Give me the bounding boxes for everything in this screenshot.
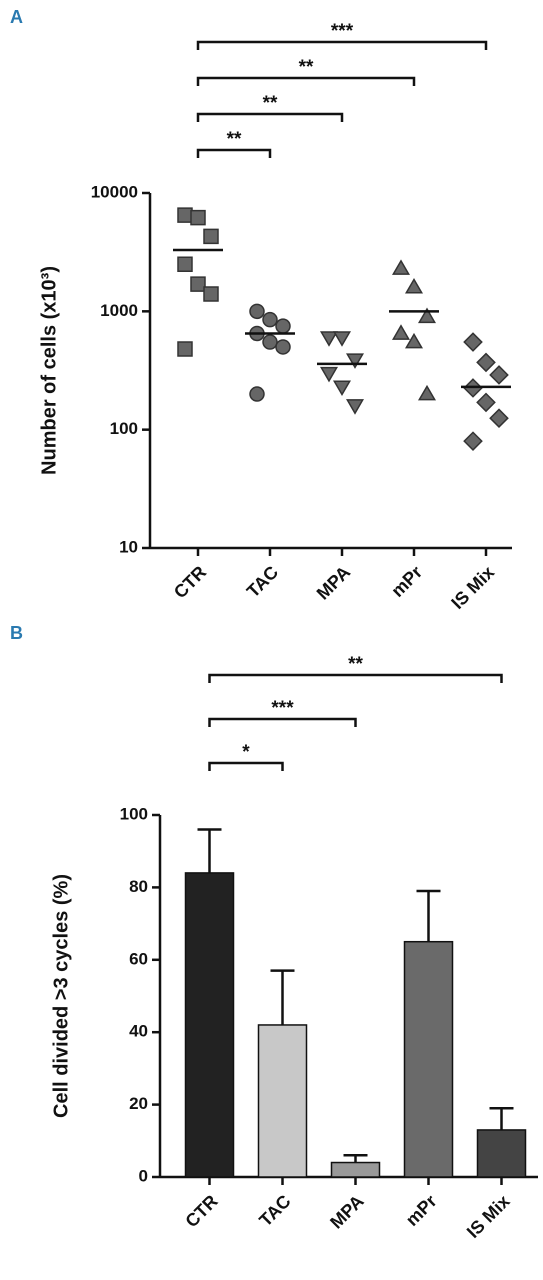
- significance-bracket: [196, 76, 416, 86]
- data-point: [463, 431, 483, 451]
- data-point: [275, 318, 291, 334]
- significance-label: **: [299, 57, 314, 78]
- significance-label: **: [263, 93, 278, 114]
- significance-bracket: [196, 112, 344, 122]
- significance-label: **: [348, 654, 363, 675]
- bar: [257, 1024, 308, 1178]
- x-tick-label: mPr: [402, 1191, 441, 1230]
- y-axis-label: Cell divided >3 cycles (%): [50, 874, 72, 1118]
- data-point: [262, 311, 278, 328]
- significance-bracket: [208, 761, 284, 771]
- data-point: [319, 366, 339, 383]
- x-tick-label: MPA: [313, 562, 354, 603]
- data-point: [249, 386, 265, 402]
- data-point: [463, 332, 483, 352]
- y-tick-label: 10: [119, 537, 138, 556]
- data-point: [391, 259, 411, 275]
- significance-label: ***: [331, 21, 354, 42]
- data-point: [190, 276, 206, 292]
- significance-bracket: [196, 40, 488, 50]
- data-point: [332, 331, 352, 347]
- significance-bracket: [208, 717, 357, 727]
- y-tick-label: 60: [129, 949, 148, 968]
- y-tick-label: 40: [129, 1022, 148, 1041]
- significance-label: **: [227, 129, 242, 150]
- bar: [476, 1129, 527, 1178]
- y-tick-label: 80: [129, 877, 148, 896]
- x-tick-label: MPA: [326, 1191, 367, 1232]
- data-point: [404, 277, 424, 294]
- data-point: [262, 334, 278, 350]
- x-tick-label: TAC: [243, 562, 282, 601]
- data-point: [417, 384, 437, 401]
- significance-bracket: [196, 148, 272, 158]
- data-point: [319, 331, 339, 347]
- bar: [184, 872, 235, 1178]
- data-point: [476, 392, 496, 413]
- data-point: [190, 209, 206, 226]
- x-tick-label: IS Mix: [463, 1191, 514, 1242]
- significance-label: *: [242, 742, 250, 763]
- data-point: [275, 339, 291, 355]
- y-tick-label: 1000: [100, 301, 138, 320]
- x-tick-label: CTR: [181, 1191, 221, 1231]
- y-tick-label: 0: [139, 1166, 148, 1185]
- data-point: [203, 228, 219, 245]
- y-tick-label: 100: [120, 804, 148, 823]
- data-point: [417, 307, 437, 324]
- x-tick-label: mPr: [387, 562, 426, 601]
- y-tick-label: 10000: [91, 182, 138, 201]
- data-point: [345, 399, 365, 415]
- x-tick-label: IS Mix: [447, 562, 498, 613]
- data-point: [249, 303, 265, 320]
- y-tick-label: 20: [129, 1094, 148, 1113]
- data-point: [345, 353, 365, 369]
- data-point: [177, 256, 193, 272]
- data-point: [391, 324, 411, 340]
- data-point: [489, 408, 509, 429]
- bar: [403, 940, 454, 1178]
- panel-label: B: [10, 623, 23, 643]
- x-tick-label: TAC: [255, 1191, 294, 1230]
- significance-bracket: [208, 673, 503, 683]
- data-point: [332, 380, 352, 397]
- significance-label: ***: [271, 698, 294, 719]
- data-point: [476, 352, 496, 373]
- y-tick-label: 100: [110, 419, 138, 438]
- bar: [330, 1161, 381, 1178]
- data-point: [177, 207, 193, 223]
- data-point: [489, 365, 509, 385]
- data-point: [404, 332, 424, 349]
- y-axis-label: Number of cells (x10³): [38, 266, 60, 475]
- panel-label: A: [10, 7, 23, 27]
- x-tick-label: CTR: [170, 562, 210, 602]
- data-point: [203, 286, 219, 302]
- data-point: [177, 341, 193, 357]
